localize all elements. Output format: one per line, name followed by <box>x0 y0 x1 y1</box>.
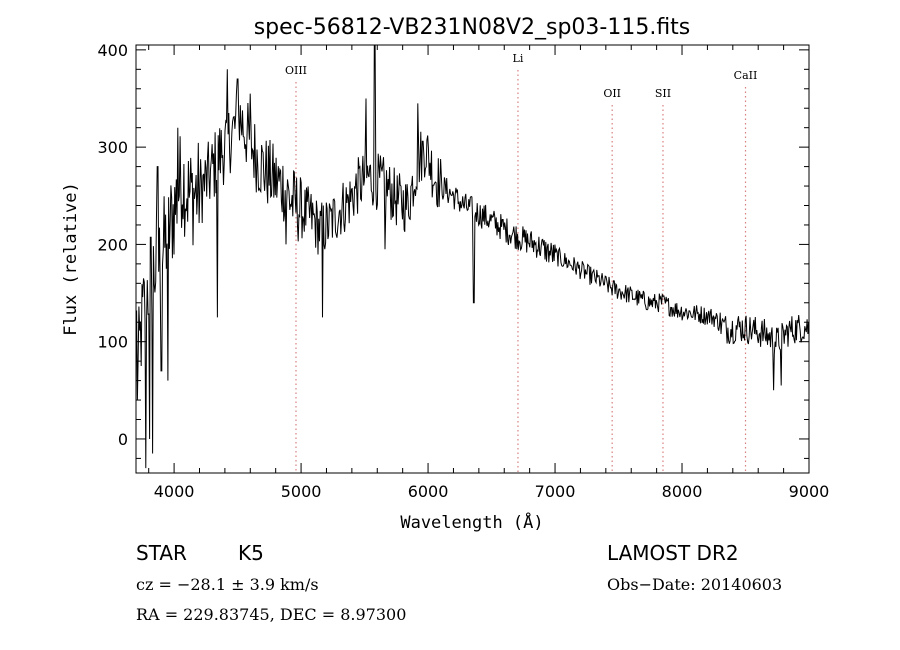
y-tick-label: 0 <box>118 430 128 449</box>
coordinates-info: RA = 229.83745, DEC = 8.97300 <box>136 605 407 624</box>
plot-frame <box>135 44 810 474</box>
object-type: STAR <box>136 541 187 565</box>
y-tick-label: 100 <box>97 333 128 352</box>
x-tick-label: 4000 <box>154 482 195 501</box>
redshift-info: cz = −28.1 ± 3.9 km/s <box>136 575 319 594</box>
y-tick-label: 400 <box>97 41 128 60</box>
spectral-line-label: OIII <box>285 64 307 77</box>
x-axis-label: Wavelength (Å) <box>400 511 543 533</box>
x-tick-label: 5000 <box>281 482 322 501</box>
spectral-line-label: OII <box>603 87 621 100</box>
x-tick-label: 6000 <box>408 482 449 501</box>
spectral-line-label: CaII <box>734 69 758 82</box>
spectral-line-markers: OIII Li OII SII CaII <box>285 52 757 473</box>
x-tick-label: 9000 <box>789 482 830 501</box>
spectral-subclass: K5 <box>238 541 264 565</box>
tick-labels: 4000 5000 6000 7000 8000 9000 0 100 200 300 400 <box>97 41 829 501</box>
axis-ticks <box>136 45 810 473</box>
spectrum-line <box>136 44 810 469</box>
spectral-line-label: SII <box>655 87 671 100</box>
y-axis-label: Flux (relative) <box>61 182 81 336</box>
observation-date: Obs−Date: 20140603 <box>607 575 783 594</box>
x-tick-label: 7000 <box>535 482 576 501</box>
spectral-line-label: Li <box>513 52 524 65</box>
chart-title: spec-56812-VB231N08V2_sp03-115.fits <box>254 15 691 40</box>
y-tick-label: 200 <box>97 235 128 254</box>
y-tick-label: 300 <box>97 138 128 157</box>
x-tick-label: 8000 <box>662 482 703 501</box>
survey-name: LAMOST DR2 <box>607 541 739 565</box>
